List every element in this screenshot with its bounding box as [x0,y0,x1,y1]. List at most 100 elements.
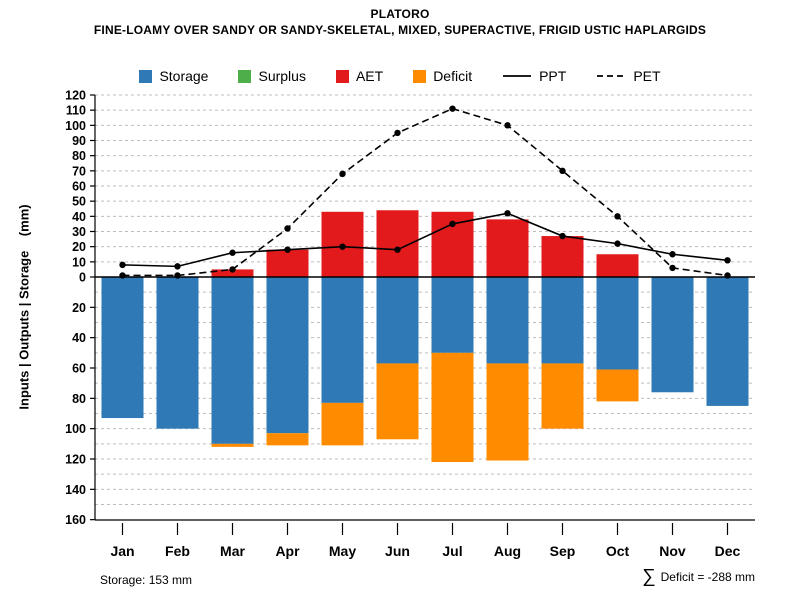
legend-label: Surplus [258,68,306,84]
legend-label: PET [633,68,661,84]
deficit-bar-Jun [376,363,419,440]
pet-marker [504,122,511,129]
ppt-marker [284,246,291,253]
y-tick-label: 40 [72,210,86,224]
ppt-marker [119,261,126,269]
storage-bar-Nov [651,277,694,393]
ppt-marker [449,220,456,228]
aet-swatch [335,69,349,83]
legend: Storage Surplus AET Deficit PPT PET [0,68,800,84]
pet-marker [449,105,456,112]
x-tick-label-Aug: Aug [494,543,521,559]
y-tick-label: 140 [65,483,86,497]
deficit-swatch [413,69,427,83]
storage-bar-Jan [101,277,144,419]
storage-swatch [139,69,153,83]
pet-marker [559,167,566,175]
y-tick-label: 110 [66,104,86,118]
legend-label: AET [355,68,384,84]
y-tick-label: 100 [65,422,86,436]
y-tick-label: 90 [72,134,86,148]
y-tick-label: 60 [72,362,86,376]
legend-label: PPT [539,68,567,84]
x-tick-label-Jan: Jan [110,543,134,559]
storage-bar-Jul [431,277,474,353]
storage-bar-Feb [156,277,199,429]
ppt-marker [724,257,731,264]
storage-bar-Mar [211,277,254,444]
y-tick-label: 20 [72,240,86,254]
surplus-swatch [238,69,252,83]
deficit-bar-Mar [211,443,254,447]
legend-item-storage: Storage [139,68,208,84]
x-tick-label-Feb: Feb [165,543,190,559]
y-tick-label: 100 [65,119,86,133]
storage-bar-May [321,277,364,403]
deficit-bar-Apr [266,433,309,446]
y-tick-label: 160 [65,513,86,527]
ppt-line [122,212,728,268]
deficit-total: ∑ Deficit = -288 mm [642,567,755,586]
ppt-marker [394,246,401,253]
y-tick-label: 70 [72,164,86,178]
aet-bar-Aug [486,219,529,277]
y-tick-label: 60 [72,180,86,194]
x-tick-label-Dec: Dec [715,543,741,559]
legend-item-surplus: Surplus [238,68,306,84]
deficit-bar-Oct [596,369,639,402]
y-tick-label: 40 [72,331,86,345]
deficit-bar-Aug [486,363,529,461]
storage-note: Storage: 153 mm [100,573,193,587]
y-tick-label: 80 [72,392,86,406]
pet-marker [174,272,181,279]
pet-marker [229,266,236,273]
storage-bar-Apr [266,277,309,434]
y-tick-label: 10 [72,255,86,269]
aet-bar-Mar [211,269,254,277]
x-tick-label-Sep: Sep [550,543,576,559]
ppt-marker [174,263,181,270]
sigma-symbol: ∑ [642,566,656,587]
ppt-marker [559,232,566,240]
legend-item-ppt: PPT [502,68,566,84]
pet-marker [724,272,731,279]
ppt-marker [669,251,676,258]
deficit-bar-Sep [541,363,584,429]
ppt-marker [614,240,621,247]
storage-bar-Dec [706,277,749,406]
x-tick-label-Oct: Oct [606,543,630,559]
aet-bar-Apr [266,249,309,277]
ppt-marker [504,210,511,217]
aet-bar-Sep [541,236,584,277]
deficit-bar-Jul [431,352,474,463]
pet-marker [339,170,346,178]
legend-label: Storage [159,68,209,84]
deficit-text: Deficit = -288 mm [660,569,755,584]
legend-label: Deficit [433,68,473,84]
x-tick-label-Mar: Mar [220,543,245,559]
y-tick-label: 120 [65,453,86,467]
y-tick-label: 0 [79,271,86,285]
pet-marker [614,213,621,220]
y-tick-label: 120 [65,89,86,103]
legend-item-aet: AET [335,68,384,84]
legend-item-deficit: Deficit [413,68,472,84]
x-tick-label-Apr: Apr [275,543,300,559]
legend-item-pet: PET [596,68,661,84]
y-tick-label: 80 [72,149,86,163]
x-tick-label-Nov: Nov [659,543,686,559]
deficit-bar-May [321,402,364,446]
aet-bar-Oct [596,254,639,277]
y-tick-label: 20 [72,301,86,315]
pet-line [122,107,728,277]
storage-bar-Sep [541,277,584,364]
storage-bar-Oct [596,277,639,370]
pet-marker [669,264,676,272]
x-tick-label-Jun: Jun [385,543,410,559]
chart-title: PLATORO [370,7,430,21]
ppt-line-swatch [503,75,532,77]
pet-line-swatch [597,75,626,77]
chart-subtitle: FINE-LOAMY OVER SANDY OR SANDY-SKELETAL,… [93,23,707,37]
